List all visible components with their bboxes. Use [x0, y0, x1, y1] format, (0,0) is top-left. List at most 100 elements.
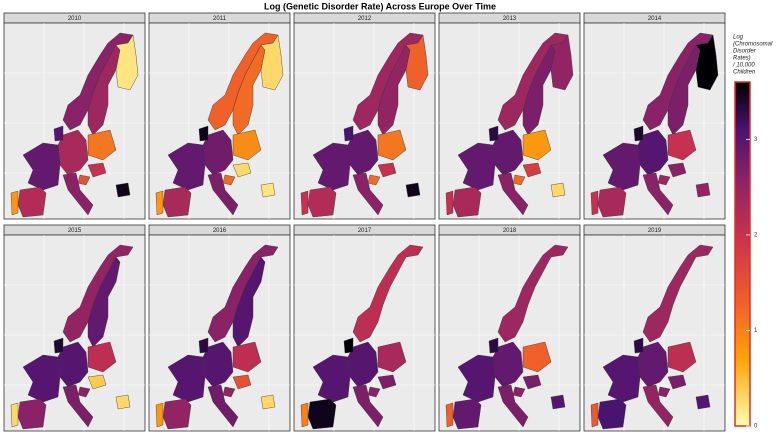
facet: 2019: [583, 224, 726, 432]
region: [550, 182, 566, 198]
region: [162, 186, 192, 218]
region: [115, 34, 139, 91]
legend-tick-label: 1: [754, 328, 758, 334]
region: [550, 34, 574, 91]
region: [497, 384, 529, 428]
region: [377, 374, 397, 390]
region: [405, 182, 421, 198]
region: [260, 34, 284, 91]
region: [77, 386, 91, 398]
region: [377, 129, 407, 161]
region: [695, 182, 711, 198]
region: [488, 125, 499, 142]
chart-title: Log (Genetic Disorder Rate) Across Europ…: [264, 1, 496, 11]
region: [597, 398, 627, 430]
region: [198, 337, 209, 354]
region: [232, 162, 252, 178]
map: [300, 32, 429, 218]
region: [232, 341, 262, 373]
region: [17, 186, 47, 218]
legend-colorbar: [734, 81, 751, 427]
facet-label: 2012: [358, 16, 372, 22]
region: [642, 172, 674, 216]
region: [207, 244, 279, 343]
region: [53, 125, 64, 142]
region: [232, 129, 262, 161]
map: [300, 244, 424, 430]
region: [667, 341, 697, 373]
facet: 2015: [3, 224, 146, 432]
region: [53, 337, 64, 354]
legend-title: Log: [733, 35, 744, 41]
facet: 2013: [438, 12, 581, 220]
region: [222, 174, 236, 186]
region: [657, 174, 671, 186]
region: [512, 174, 526, 186]
region: [307, 186, 337, 218]
map: [10, 244, 134, 430]
facet: 2018: [438, 224, 581, 432]
facet: 2017: [293, 224, 436, 432]
region: [300, 190, 309, 216]
region: [602, 142, 641, 191]
legend-title: Children: [733, 70, 756, 76]
region: [300, 402, 309, 428]
map: [590, 32, 719, 218]
region: [77, 174, 91, 186]
legend-tick-label: 3: [754, 137, 758, 143]
map: [445, 32, 574, 218]
map: [155, 32, 284, 218]
region: [232, 374, 252, 390]
region: [633, 125, 644, 142]
region: [207, 172, 239, 216]
facet: 2010: [3, 12, 146, 220]
facet: 2014: [583, 12, 726, 220]
region: [155, 402, 164, 428]
region: [87, 129, 117, 161]
region: [597, 186, 627, 218]
region: [642, 384, 674, 428]
region: [260, 394, 276, 410]
region: [602, 354, 641, 403]
region: [377, 162, 397, 178]
region: [522, 341, 552, 373]
map: [10, 32, 139, 218]
facet: 2011: [148, 12, 291, 220]
region: [307, 398, 337, 430]
region: [457, 354, 496, 403]
region: [10, 190, 19, 216]
region: [260, 182, 276, 198]
region: [167, 142, 206, 191]
facet-label: 2013: [503, 16, 517, 22]
region: [452, 398, 482, 430]
region: [87, 162, 107, 178]
facet-label: 2014: [648, 16, 662, 22]
facet-label: 2015: [68, 228, 82, 234]
region: [22, 142, 61, 191]
region: [633, 337, 644, 354]
legend-title: / 10,000: [732, 63, 755, 69]
region: [162, 398, 192, 430]
region: [695, 394, 711, 410]
region: [343, 337, 354, 354]
region: [642, 244, 714, 343]
region: [155, 190, 164, 216]
map: [155, 244, 279, 430]
region: [17, 398, 47, 430]
region: [497, 244, 569, 343]
region: [22, 354, 61, 403]
facet: 2016: [148, 224, 291, 432]
region: [115, 394, 131, 410]
region: [522, 162, 542, 178]
region: [550, 394, 566, 410]
facet-label: 2011: [213, 16, 227, 22]
region: [488, 337, 499, 354]
region: [198, 125, 209, 142]
region: [452, 186, 482, 218]
region: [667, 129, 697, 161]
legend-title: (Chromosomal: [733, 42, 773, 48]
region: [87, 374, 107, 390]
facet-label: 2010: [68, 16, 82, 22]
region: [312, 142, 351, 191]
